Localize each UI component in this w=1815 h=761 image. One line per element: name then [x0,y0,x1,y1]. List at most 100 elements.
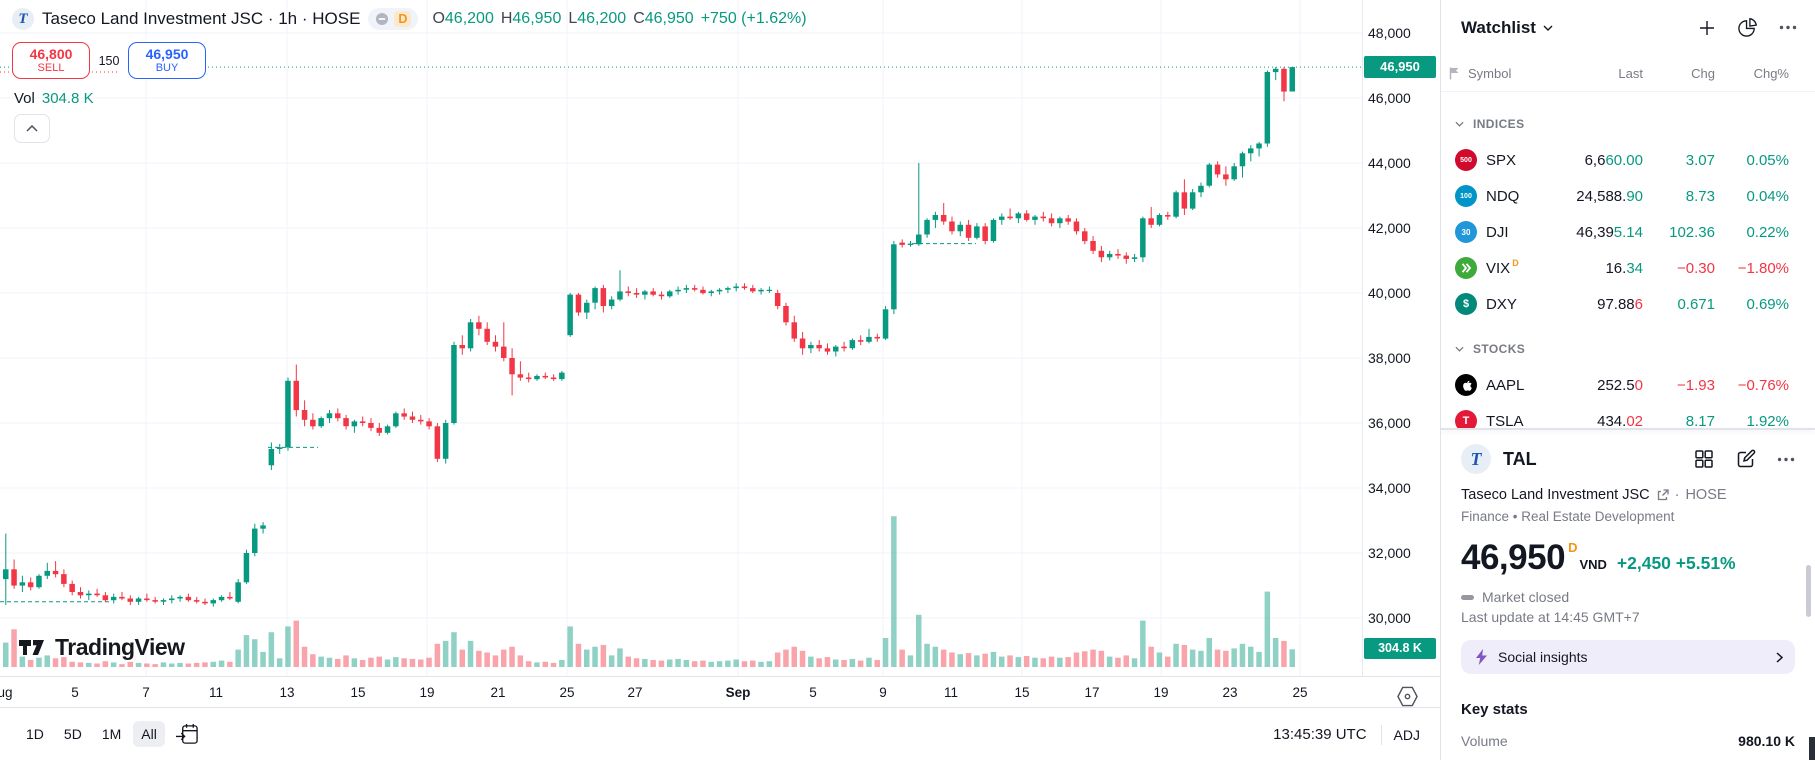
watchlist-title-menu[interactable]: Watchlist [1461,18,1553,38]
buy-button[interactable]: 46,950 BUY [128,42,206,79]
row-chg-percent: −1.80% [1737,259,1789,277]
price-axis-border [1362,0,1363,676]
price-tick-label: 44,000 [1368,155,1411,171]
right-panel: Watchlist [1440,0,1815,760]
chart-area[interactable]: 48,000 46,000 44,000 42,000 40,000 38,000 36,0… [0,0,1440,760]
column-chg-percent[interactable]: Chg% [1753,65,1789,81]
watchlist-section-stocks[interactable]: STOCKS [1441,330,1815,367]
sector-industry[interactable]: Finance • Real Estate Development [1461,509,1675,524]
plus-icon [1700,20,1714,35]
time-tick-label: 19 [419,685,435,700]
dxy-logo-icon: $ [1455,293,1477,315]
row-chg: −0.30 [1677,259,1715,277]
price-scale-settings-button[interactable] [1394,684,1420,708]
collapse-legend-button[interactable] [14,114,50,143]
watchlist-menu-button[interactable] [1779,25,1797,30]
ohlc-change: +750 (+1.62%) [700,10,807,27]
edit-icon [1737,449,1756,468]
watchlist-row-spx[interactable]: 500 SPX 6,660.00 3.07 0.05% [1441,142,1815,178]
column-last[interactable]: Last [1618,65,1643,81]
candlestick-chart[interactable] [0,0,1440,760]
time-tick-label: 23 [1222,685,1238,700]
interval-toggle[interactable]: D [368,8,419,30]
toolbar-divider [1380,724,1382,745]
chevron-up-icon [26,125,38,132]
watchlist-header: Watchlist [1441,0,1815,55]
ellipsis-icon [1779,25,1797,30]
external-link-icon[interactable] [1656,488,1669,502]
time-tick-label: 5 [809,685,817,700]
row-chg-percent: 0.04% [1746,187,1789,205]
column-chg[interactable]: Chg [1691,65,1715,81]
dji-logo-icon: 30 [1455,221,1477,243]
row-last: 6,660.00 [1584,151,1643,169]
chevron-down-icon [1543,25,1553,31]
watchlist-section-indices[interactable]: INDICES [1441,105,1815,142]
row-last: 252.50 [1597,376,1643,394]
exchange-name: HOSE [1685,487,1727,503]
watchlist-row-dji[interactable]: 30 DJI 46,395.14 102.36 0.22% [1441,214,1815,250]
flag-icon[interactable] [1449,67,1460,80]
chart-legend: T Taseco Land Investment JSC · 1h · HOSE… [12,8,807,30]
clock[interactable]: 13:45:39 UTC [1273,726,1367,743]
row-chg-percent: 1.92% [1746,412,1789,429]
tal-logo-icon: T [1461,444,1491,474]
time-tick-label: 15 [1014,685,1030,700]
symbol-logo-icon: T [12,8,34,30]
watchlist-row-vix[interactable]: VIX D 16.34 −0.30 −1.80% [1441,250,1815,286]
watchlist-row-tsla[interactable]: T TSLA 434.02 8.17 1.92% [1441,403,1815,428]
aapl-logo-icon [1455,374,1477,396]
row-symbol: DXY [1486,295,1517,313]
row-chg: 0.671 [1677,295,1715,313]
goto-date-button[interactable] [175,723,200,746]
heatmap-button[interactable] [1737,17,1758,38]
social-insights-button[interactable]: Social insights [1461,640,1795,674]
time-tick-label: 5 [71,685,79,700]
add-symbol-button[interactable] [1698,19,1716,37]
detail-menu-button[interactable] [1777,457,1795,462]
volume-indicator-legend[interactable]: Vol 304.8 K [14,90,94,107]
time-tick-label: 9 [879,685,887,700]
panel-divider[interactable] [1441,428,1815,430]
watchlist-row-aapl[interactable]: AAPL 252.50 −1.93 −0.76% [1441,367,1815,403]
chart-symbol-title[interactable]: Taseco Land Investment JSC · 1h · HOSE [42,9,361,28]
range-button-5d[interactable]: 5D [63,726,82,742]
row-chg: 102.36 [1669,223,1715,241]
price-tick-label: 40,000 [1368,285,1411,301]
sell-label: SELL [37,62,65,75]
sell-button[interactable]: 46,800 SELL [12,42,90,79]
scrollbar-thumb[interactable] [1806,565,1811,617]
ohlc-values: O46,200 H46,950 L46,200 C46,950 +750 (+1.62%… [432,10,806,28]
stat-label: Volume [1461,733,1508,749]
row-chg-percent: 0.05% [1746,151,1789,169]
hexagon-settings-icon [1396,686,1418,706]
row-symbol: SPX [1486,151,1517,169]
time-tick-label: 25 [559,685,575,700]
notes-button[interactable] [1735,448,1757,470]
row-symbol: DJI [1486,223,1509,241]
adj-toggle[interactable]: ADJ [1393,726,1420,743]
time-tick-label: ug [0,685,13,700]
time-tick-label: 13 [279,685,295,700]
order-panel: 46,800 SELL 150 46,950 BUY [12,42,206,79]
company-name[interactable]: Taseco Land Investment JSC [1461,487,1650,503]
price-tick-label: 36,000 [1368,415,1411,431]
time-axis[interactable]: ug 5 7 11 13 15 19 21 25 27 Sep 5 9 11 15 17 19 23 25 [0,676,1440,707]
grid-icon [1695,450,1713,468]
column-symbol[interactable]: Symbol [1468,65,1512,81]
row-last: 434.02 [1597,412,1643,429]
row-chg: −1.93 [1677,376,1715,394]
tradingview-logo-icon [19,640,44,655]
current-price-tag: 46,950 [1364,56,1436,79]
price-tick-label: 34,000 [1368,480,1411,496]
watchlist-row-dxy[interactable]: $ DXY 97.886 0.671 0.69% [1441,286,1815,322]
stat-value: 980.10 K [1738,733,1795,749]
range-button-all[interactable]: All [133,721,165,747]
watchlist-row-ndq[interactable]: 100 NDQ 24,588.90 8.73 0.04% [1441,178,1815,214]
time-tick-label: 19 [1153,685,1169,700]
range-button-1d[interactable]: 1D [26,726,44,742]
time-tick-label: 11 [208,685,224,700]
range-button-1m[interactable]: 1M [101,726,122,742]
layout-grid-button[interactable] [1693,448,1715,470]
price-tick-label: 38,000 [1368,350,1411,366]
